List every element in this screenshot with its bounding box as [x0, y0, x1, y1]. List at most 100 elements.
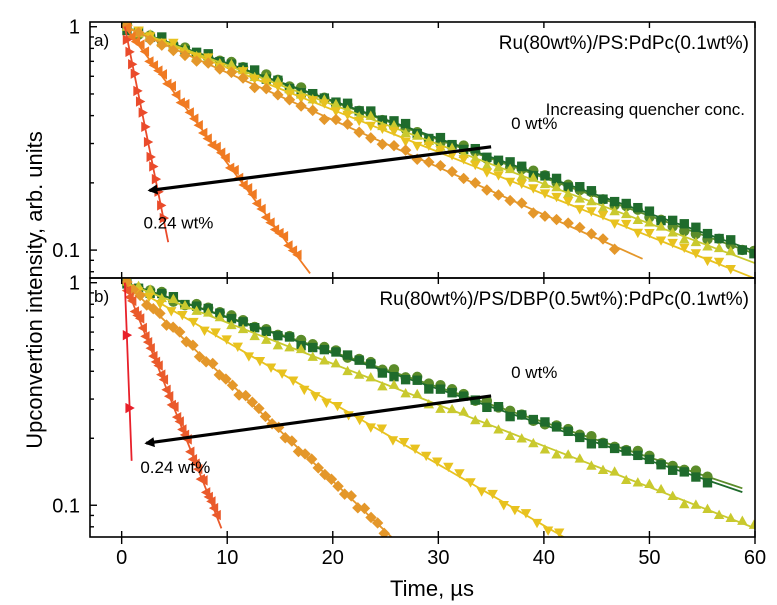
- data-point: [342, 98, 353, 108]
- data-point: [308, 342, 318, 353]
- data-point: [376, 138, 389, 150]
- data-point: [400, 375, 411, 385]
- y-tick-label: 1: [69, 273, 80, 295]
- data-point: [121, 278, 133, 288]
- label-024wt: 0.24 wt%: [144, 213, 214, 232]
- y-tick-label: 0.1: [52, 240, 80, 262]
- data-point: [539, 444, 551, 454]
- fit-line: [124, 25, 643, 260]
- label-0wt: 0 wt%: [511, 114, 557, 133]
- data-point: [476, 487, 487, 497]
- data-point: [551, 449, 562, 459]
- data-point: [319, 99, 330, 109]
- data-point: [487, 489, 498, 500]
- data-point: [220, 152, 230, 164]
- data-point: [598, 438, 608, 449]
- data-point: [520, 509, 532, 519]
- data-point: [551, 173, 562, 184]
- panel-data: [121, 278, 755, 537]
- data-point: [400, 118, 411, 129]
- data-point: [482, 152, 492, 162]
- data-point: [284, 332, 295, 342]
- data-point: [679, 243, 690, 254]
- y-axis-label: Upconvertion intensity, arb. units: [22, 131, 47, 449]
- series-triangle-right: [122, 282, 135, 461]
- data-point: [305, 453, 318, 465]
- data-point: [243, 352, 255, 362]
- quencher-arrow: [147, 145, 492, 195]
- series-triangle-down: [122, 278, 566, 537]
- annotation: Increasing quencher conc.: [546, 100, 745, 119]
- y-tick-label: 0.1: [52, 495, 80, 517]
- data-point: [598, 194, 608, 204]
- panel-frame: [89, 277, 756, 538]
- data-point: [376, 424, 388, 434]
- series-triangle-left: [121, 282, 223, 529]
- data-point: [667, 238, 678, 249]
- data-point: [563, 426, 573, 437]
- data-point: [180, 98, 190, 110]
- data-point: [238, 317, 248, 327]
- data-point: [345, 490, 357, 502]
- data-point: [633, 202, 643, 213]
- data-point: [399, 144, 412, 156]
- data-point: [307, 96, 318, 106]
- data-point: [656, 215, 666, 226]
- data-point: [342, 350, 353, 360]
- data-point: [167, 321, 179, 333]
- data-point: [135, 39, 145, 50]
- data-point: [621, 198, 631, 209]
- data-point: [505, 411, 515, 422]
- panel-label: b): [94, 287, 109, 306]
- data-point: [318, 113, 331, 126]
- data-point: [273, 331, 283, 341]
- data-point: [210, 328, 221, 338]
- data-point: [597, 202, 609, 213]
- data-point: [527, 207, 540, 219]
- x-tick-label: 0: [116, 547, 127, 569]
- data-point: [377, 381, 388, 391]
- data-point: [233, 389, 245, 401]
- data-point: [389, 372, 399, 382]
- x-tick-label: 20: [322, 547, 344, 569]
- data-point: [330, 357, 342, 368]
- data-point: [435, 403, 446, 413]
- data-point: [608, 243, 621, 255]
- data-point: [563, 182, 573, 192]
- data-point: [249, 330, 260, 341]
- data-point: [253, 402, 265, 415]
- fit-line: [124, 281, 566, 537]
- data-point: [644, 228, 655, 239]
- data-point: [198, 127, 208, 139]
- label-024wt: 0.24 wt%: [140, 458, 210, 477]
- data-point: [237, 67, 249, 77]
- data-point: [412, 375, 422, 385]
- data-point: [242, 182, 253, 194]
- fit-line: [123, 282, 223, 529]
- data-point: [470, 160, 481, 171]
- data-point: [377, 368, 388, 378]
- data-point: [202, 133, 212, 144]
- data-point: [354, 355, 364, 365]
- fit-line: [123, 26, 170, 243]
- data-point: [702, 478, 713, 488]
- data-point: [644, 454, 655, 465]
- data-point: [261, 334, 272, 344]
- data-point: [621, 474, 632, 485]
- data-point: [388, 127, 400, 137]
- fit-line: [124, 281, 755, 530]
- x-tick-label: 40: [533, 547, 555, 569]
- data-point: [378, 527, 390, 537]
- data-point: [435, 145, 446, 156]
- x-tick-label: 50: [638, 547, 660, 569]
- fit-line: [124, 26, 311, 274]
- data-point: [509, 505, 521, 516]
- data-point: [174, 326, 186, 338]
- data-point: [365, 423, 376, 433]
- data-point: [586, 186, 597, 196]
- data-point: [454, 469, 465, 479]
- data-point: [667, 215, 678, 226]
- data-point: [633, 450, 643, 461]
- data-point: [528, 184, 539, 194]
- series-triangle-left: [121, 22, 311, 274]
